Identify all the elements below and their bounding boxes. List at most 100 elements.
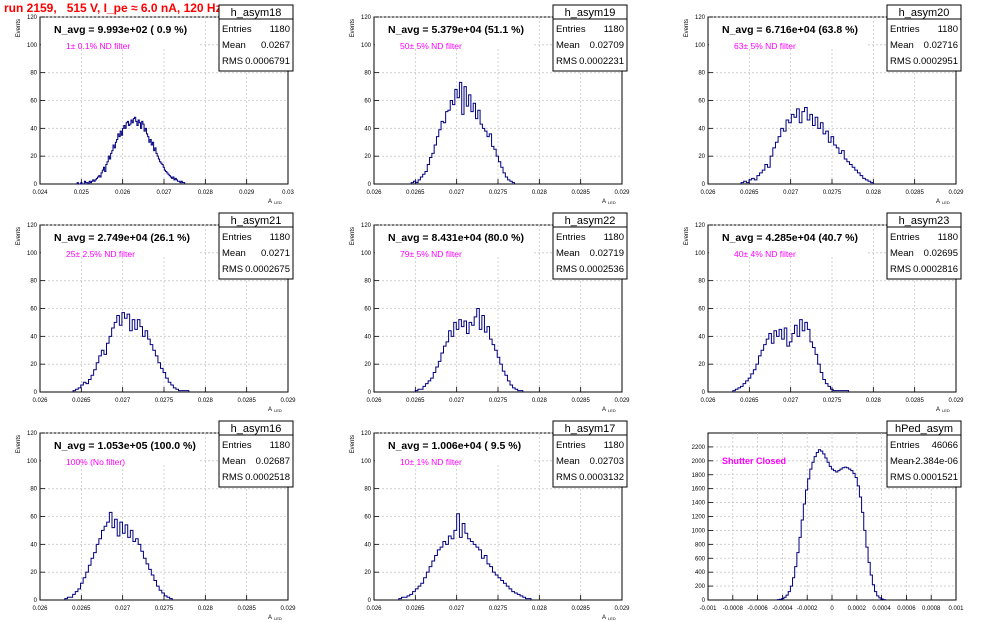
x-tick-label: 0.028 bbox=[198, 190, 214, 196]
navg-box bbox=[375, 18, 533, 48]
x-tick-label: 0.026 bbox=[700, 398, 716, 404]
x-tick-label: 0.0265 bbox=[740, 398, 759, 404]
filter-annotation: 100% (No filter) bbox=[66, 457, 125, 467]
navg-box bbox=[375, 434, 533, 464]
histogram-bars bbox=[410, 81, 516, 184]
histogram-bars bbox=[776, 449, 886, 601]
x-tick-label: 0.029 bbox=[614, 606, 630, 612]
stats-mean-value: 0.02687 bbox=[256, 456, 290, 467]
y-tick-label: 600 bbox=[695, 556, 706, 562]
y-tick-label: 80 bbox=[364, 71, 371, 77]
stats-entries-value: 46066 bbox=[932, 440, 958, 451]
x-tick-label: 0.0285 bbox=[905, 190, 924, 196]
x-axis-title: A LED bbox=[268, 199, 282, 205]
stats-entries-label: Entries bbox=[890, 24, 920, 35]
stats-rms-value: 0.0001521 bbox=[913, 472, 958, 483]
navg-label: N_avg = 1.053e+05 (100.0 %) bbox=[54, 440, 196, 452]
stats-mean-label: Mean bbox=[890, 456, 914, 467]
x-axis-title-subscript: LED bbox=[608, 200, 616, 205]
y-tick-label: 60 bbox=[364, 515, 371, 521]
x-tick-label: 0.026 bbox=[700, 190, 716, 196]
stats-rms-value: 0.0002951 bbox=[913, 56, 958, 67]
x-tick-label: 0.026 bbox=[366, 606, 382, 612]
y-tick-label: 40 bbox=[30, 334, 37, 340]
y-tick-label: 0 bbox=[368, 182, 372, 188]
y-axis-title: Events bbox=[684, 19, 690, 37]
x-axis-title-main: A bbox=[268, 407, 272, 413]
x-tick-label: 0.0275 bbox=[155, 398, 174, 404]
y-tick-label: 80 bbox=[698, 279, 705, 285]
stats-mean-value: 0.02716 bbox=[924, 40, 958, 51]
y-tick-label: 0 bbox=[34, 598, 38, 604]
stats-mean-label: Mean bbox=[556, 248, 580, 259]
x-tick-label: 0.026 bbox=[32, 606, 48, 612]
y-tick-label: 0 bbox=[34, 182, 38, 188]
histogram-bars bbox=[64, 511, 173, 600]
x-axis-title: A LED bbox=[602, 615, 616, 621]
filter-annotation: 1± 0.1% ND filter bbox=[66, 41, 130, 51]
filter-annotation: 79± 5% ND filter bbox=[400, 249, 462, 259]
stats-entries-value: 1180 bbox=[938, 24, 958, 35]
x-tick-label: 0.0285 bbox=[237, 606, 256, 612]
stats-title: h_asym16 bbox=[231, 423, 282, 435]
x-tick-label: -0.0004 bbox=[772, 606, 793, 612]
y-tick-label: 0 bbox=[34, 390, 38, 396]
histogram-bars bbox=[740, 106, 874, 184]
x-tick-label: 0.029 bbox=[280, 398, 296, 404]
stats-box bbox=[552, 212, 628, 280]
y-tick-label: 40 bbox=[698, 334, 705, 340]
histogram-bars bbox=[414, 308, 524, 392]
x-axis-title: A LED bbox=[268, 615, 282, 621]
x-tick-label: 0.0265 bbox=[72, 606, 91, 612]
y-tick-label: 1600 bbox=[692, 487, 706, 493]
x-axis-title-main: A bbox=[936, 199, 940, 205]
y-tick-label: 60 bbox=[364, 99, 371, 105]
stats-title: h_asym20 bbox=[899, 7, 950, 19]
y-tick-label: 120 bbox=[695, 223, 706, 229]
x-tick-label: 0.029 bbox=[948, 398, 964, 404]
x-tick-label: 0.0265 bbox=[406, 606, 425, 612]
y-tick-label: 80 bbox=[364, 279, 371, 285]
x-tick-label: 0.0275 bbox=[489, 606, 508, 612]
y-tick-label: 80 bbox=[30, 279, 37, 285]
stats-mean-label: Mean bbox=[890, 40, 914, 51]
histogram-panel-h_asym18: 0.024 0.025 0.026 0.027 0.028 0.029 0.03 0 20 40 6… bbox=[16, 4, 294, 205]
y-tick-label: 100 bbox=[361, 251, 372, 257]
x-tick-label: 0.027 bbox=[156, 190, 172, 196]
stats-mean-label: Mean bbox=[222, 456, 246, 467]
stats-rms-label: RMS bbox=[890, 264, 911, 275]
y-tick-label: 100 bbox=[27, 43, 38, 49]
y-tick-label: 20 bbox=[30, 154, 37, 160]
x-axis-title-subscript: LED bbox=[942, 408, 950, 413]
stats-rms-label: RMS bbox=[556, 472, 577, 483]
x-tick-label: 0.028 bbox=[198, 606, 214, 612]
x-tick-label: 0.0265 bbox=[406, 398, 425, 404]
y-tick-label: 0 bbox=[368, 598, 372, 604]
y-axis-title: Events bbox=[16, 435, 22, 453]
y-tick-label: 200 bbox=[695, 584, 706, 590]
run-title: run 2159, 515 V, I_pe ≈ 6.0 nA, 120 Hz bbox=[4, 1, 222, 15]
stats-rms-value: 0.0003132 bbox=[579, 472, 624, 483]
navg-label: N_avg = 4.285e+04 (40.7 %) bbox=[722, 232, 858, 244]
x-axis-title-main: A bbox=[602, 615, 606, 621]
x-tick-label: 0.0285 bbox=[571, 398, 590, 404]
stats-entries-value: 1180 bbox=[604, 440, 624, 451]
x-axis-title: A LED bbox=[602, 199, 616, 205]
x-tick-label: 0.0285 bbox=[571, 190, 590, 196]
x-tick-label: 0.024 bbox=[32, 190, 48, 196]
stats-entries-value: 1180 bbox=[938, 232, 958, 243]
y-tick-label: 80 bbox=[30, 487, 37, 493]
stats-mean-value: 0.02719 bbox=[590, 248, 624, 259]
y-tick-label: 120 bbox=[27, 223, 38, 229]
y-axis-title: Events bbox=[16, 19, 22, 37]
histogram-bars bbox=[72, 312, 190, 392]
y-tick-label: 100 bbox=[695, 43, 706, 49]
navg-label: N_avg = 6.716e+04 (63.8 %) bbox=[722, 24, 858, 36]
histogram-bars bbox=[76, 116, 186, 185]
x-tick-label: -0.0002 bbox=[797, 606, 818, 612]
stats-rms-value: 0.0002231 bbox=[579, 56, 624, 67]
navg-label: N_avg = 1.006e+04 ( 9.5 %) bbox=[388, 440, 521, 452]
y-tick-label: 120 bbox=[361, 223, 372, 229]
x-tick-label: 0.029 bbox=[280, 606, 296, 612]
histogram-bars bbox=[398, 513, 532, 600]
